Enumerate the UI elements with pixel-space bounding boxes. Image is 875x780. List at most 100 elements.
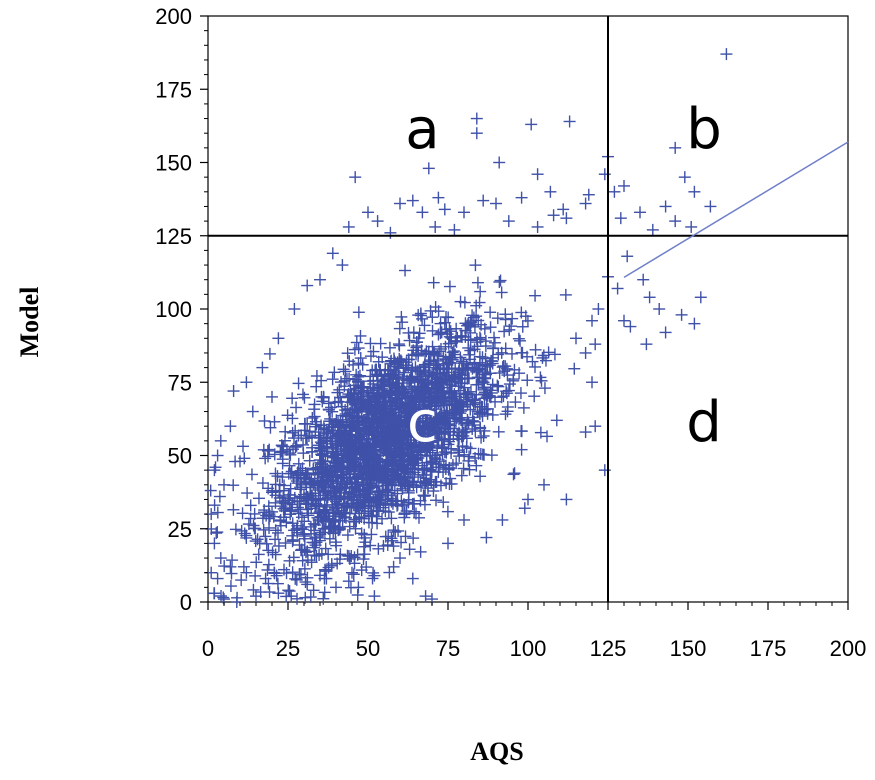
data-point	[362, 505, 375, 518]
data-point	[413, 327, 426, 340]
data-point	[211, 506, 224, 519]
data-point	[348, 411, 361, 424]
data-point	[464, 326, 477, 339]
data-point	[441, 505, 454, 518]
data-point	[412, 471, 425, 484]
data-point	[348, 551, 361, 564]
data-point	[515, 425, 528, 438]
data-point	[364, 337, 377, 350]
data-point	[418, 420, 431, 433]
data-point	[227, 385, 240, 398]
data-point	[669, 215, 682, 228]
data-point	[277, 511, 290, 524]
data-point	[383, 446, 396, 459]
data-point	[469, 259, 482, 272]
y-tick-label: 150	[155, 151, 192, 176]
data-point	[345, 414, 358, 427]
data-point	[354, 380, 367, 393]
data-point	[358, 449, 371, 462]
data-point	[406, 194, 419, 207]
data-point	[579, 346, 592, 359]
x-tick-label: 0	[202, 636, 214, 661]
data-point	[315, 419, 328, 432]
data-point	[394, 197, 406, 210]
data-point	[285, 465, 298, 478]
x-axis: 0 25 50 75 100 125 150 175 200	[202, 602, 866, 661]
data-point	[427, 347, 440, 360]
data-point	[229, 523, 242, 536]
data-point	[321, 440, 334, 453]
data-point	[330, 456, 343, 469]
data-point	[286, 535, 299, 548]
data-point	[387, 540, 400, 553]
data-point	[227, 503, 240, 516]
data-point	[262, 450, 275, 463]
data-point	[624, 320, 637, 333]
data-point	[339, 365, 352, 378]
data-point	[377, 539, 390, 552]
data-point	[414, 545, 427, 558]
data-point	[443, 280, 456, 293]
data-point	[440, 404, 453, 417]
data-point	[436, 441, 449, 454]
data-point	[292, 377, 305, 390]
data-point	[256, 477, 269, 490]
data-point	[398, 508, 411, 521]
data-point	[396, 461, 409, 474]
data-point	[659, 200, 672, 213]
y-tick-label: 0	[180, 590, 192, 615]
data-point	[249, 569, 262, 582]
data-point	[452, 444, 465, 457]
data-point	[484, 321, 497, 334]
data-point	[319, 513, 332, 526]
data-point	[427, 458, 440, 471]
data-point	[246, 405, 259, 418]
data-point	[283, 459, 296, 472]
data-point	[347, 456, 360, 469]
data-point	[410, 341, 423, 354]
data-point	[518, 502, 531, 515]
data-point	[387, 465, 400, 478]
data-point	[386, 497, 399, 510]
data-point	[323, 415, 336, 428]
data-point	[262, 512, 275, 525]
data-point	[407, 532, 420, 545]
data-point	[313, 454, 326, 467]
data-point	[525, 118, 538, 131]
data-point	[251, 533, 264, 546]
data-point	[353, 423, 366, 436]
data-point	[383, 566, 396, 579]
data-point	[426, 369, 439, 382]
data-point	[521, 374, 534, 387]
data-point	[249, 535, 262, 548]
data-point	[224, 560, 237, 573]
data-point	[362, 482, 375, 495]
data-point	[522, 493, 534, 506]
data-point	[382, 489, 395, 502]
data-point	[539, 354, 552, 367]
data-point	[589, 420, 602, 433]
data-point	[262, 500, 275, 513]
data-point	[364, 458, 377, 471]
data-point	[380, 400, 393, 413]
x-axis-title: AQS	[470, 737, 523, 766]
data-point	[352, 391, 365, 404]
data-point	[466, 393, 479, 406]
data-point	[372, 433, 385, 446]
data-point	[420, 345, 433, 358]
data-point	[291, 526, 304, 539]
data-point	[257, 523, 270, 536]
data-point	[424, 421, 437, 434]
data-point	[310, 369, 323, 382]
data-point	[371, 504, 384, 517]
data-point	[453, 432, 466, 445]
data-point	[502, 384, 515, 397]
data-point	[377, 414, 390, 427]
data-point	[586, 376, 598, 389]
data-point	[259, 452, 272, 465]
data-point	[240, 566, 253, 579]
data-point	[403, 334, 416, 347]
data-point	[209, 461, 222, 474]
data-point	[379, 399, 392, 412]
data-point	[370, 395, 383, 408]
